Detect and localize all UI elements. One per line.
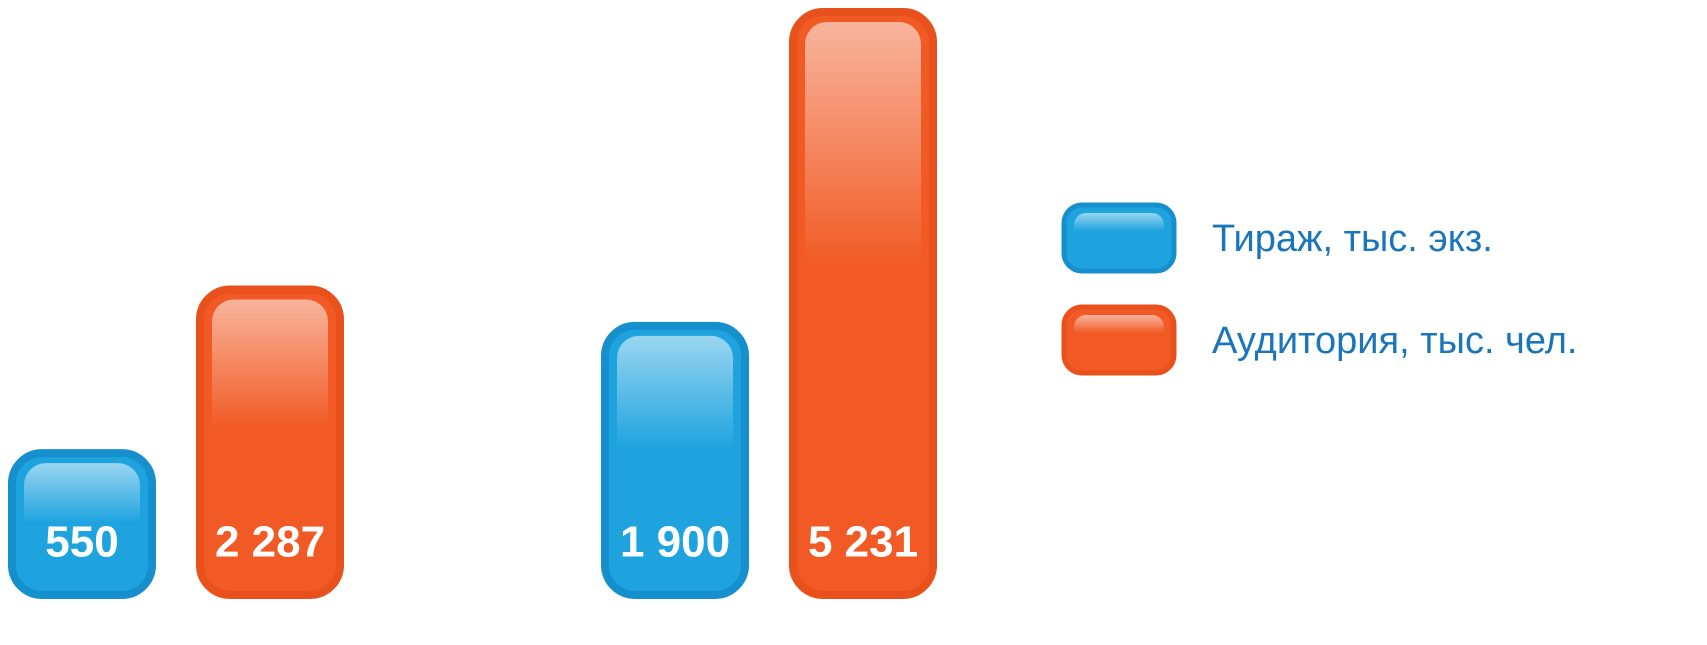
value-label: 550	[45, 518, 118, 567]
value-label: 1 900	[620, 518, 730, 567]
legend-gloss	[1074, 213, 1164, 243]
bar-gloss	[212, 299, 328, 514]
legend-gloss	[1074, 315, 1164, 345]
value-label: 2 287	[215, 518, 325, 567]
legend-label: Тираж, тыс. экз.	[1212, 218, 1493, 260]
value-label: 5 231	[808, 518, 918, 567]
bar-gloss	[805, 22, 921, 431]
bar-gloss	[617, 335, 733, 525]
legend-label: Аудитория, тыс. чел.	[1212, 320, 1577, 362]
bar-gloss	[24, 463, 140, 563]
